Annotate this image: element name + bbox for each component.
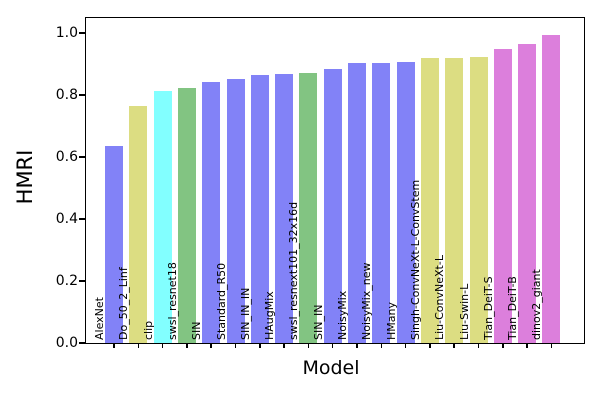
x-tick-mark (502, 343, 504, 348)
y-tick-label: 0.2 (55, 273, 78, 289)
x-tick-mark (429, 343, 431, 348)
x-tick-mark (283, 343, 285, 348)
y-tick-mark (78, 280, 85, 282)
bar-label: HAugMix (263, 291, 277, 340)
bar (348, 63, 366, 343)
x-tick-mark (356, 343, 358, 348)
y-tick-mark (78, 94, 85, 96)
x-tick-mark (161, 343, 164, 348)
x-tick-mark (234, 343, 237, 348)
bar (542, 35, 561, 343)
bar (275, 74, 294, 343)
bar-label: Liu-ConvNeXt-L (433, 255, 447, 340)
y-tick-mark (78, 342, 85, 344)
bar-label: swsl_resnext101_32x16d (287, 201, 301, 340)
bar-label: AlexNet (93, 297, 106, 340)
bar (518, 44, 537, 343)
bar-label: Do_50_2_Linf (117, 267, 131, 340)
bar (323, 69, 342, 343)
bar (420, 58, 439, 343)
x-tick-mark (186, 343, 188, 348)
bar (129, 106, 148, 343)
bar-label: NoisyMix_new (360, 262, 374, 340)
y-tick-label: 1.0 (55, 25, 78, 41)
bar (493, 49, 512, 343)
x-tick-mark (113, 343, 115, 348)
bar-label: SIN (190, 321, 204, 340)
bar (299, 73, 318, 343)
bar (372, 63, 391, 343)
y-tick-label: 0.4 (55, 211, 78, 227)
x-tick-mark (550, 343, 553, 348)
x-tick-mark (331, 343, 334, 348)
y-tick-label: 0.0 (55, 335, 78, 351)
bar-label: NoisyMix (336, 290, 349, 340)
bar (105, 146, 123, 343)
y-tick-mark (78, 218, 85, 220)
bar (250, 75, 269, 343)
bar-label: Tian_DeiT-S (481, 276, 495, 340)
x-tick-mark (526, 343, 528, 348)
bar (202, 82, 221, 343)
x-axis-label: Model (302, 357, 360, 379)
y-tick-label: 0.6 (55, 149, 78, 165)
x-tick-mark (259, 343, 261, 348)
bar-label: HMany (384, 302, 398, 340)
x-tick-mark (477, 343, 480, 348)
bar (226, 79, 245, 343)
x-tick-mark (453, 343, 455, 348)
bar-label: Singh-ConvNeXt-L-ConvStem (408, 179, 422, 340)
x-tick-mark (137, 343, 140, 348)
bar-label: dinov2_giant (530, 269, 544, 340)
bar-label: clip (141, 320, 155, 340)
y-tick-label: 0.8 (55, 87, 78, 103)
bar (469, 57, 488, 343)
bar-label: SIN_IN_IN (238, 287, 252, 340)
bar (153, 91, 172, 343)
bar-label: swsl_resnet18 (165, 262, 179, 340)
x-tick-mark (210, 343, 212, 348)
x-tick-mark (307, 343, 310, 348)
bar (445, 58, 464, 343)
x-tick-mark (404, 343, 407, 348)
bar-label: Tian_DeiT-B (506, 276, 520, 340)
bar (396, 62, 415, 343)
bar-label: Standard_R50 (214, 262, 228, 340)
bar-label: Liu-Swin-L (457, 283, 471, 340)
x-tick-mark (380, 343, 383, 348)
bar (177, 88, 196, 343)
y-tick-mark (78, 32, 85, 34)
bar-label: SIN_IN (311, 304, 325, 340)
y-tick-mark (78, 156, 85, 158)
